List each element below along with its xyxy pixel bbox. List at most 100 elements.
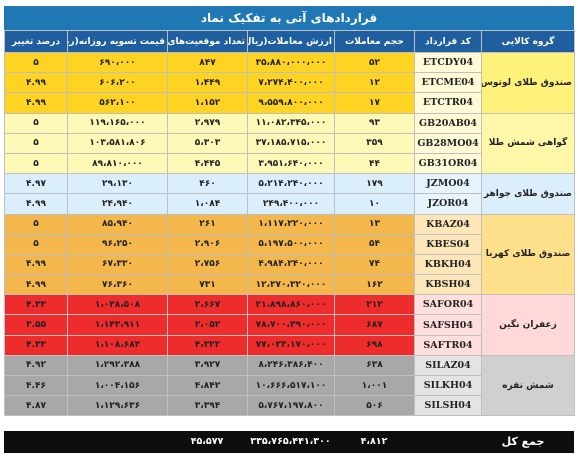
change-percent-cell: ۴.۹۹ xyxy=(4,92,68,114)
volume-cell: ۷۴ xyxy=(334,253,415,276)
contract-code-cell: ETCDY04 xyxy=(414,51,482,74)
change-percent-cell: ۴.۹۹ xyxy=(4,274,68,296)
value-cell: ۳۵،۸۸۰،۰۰۰،۰۰۰ xyxy=(247,51,335,74)
table-row: صندوق طلای لوتوس ETCDY04 ۵۲ ۳۵،۸۸۰،۰۰۰،۰۰۰ ۸… xyxy=(4,51,575,114)
volume-cell: ۱،۰۰۱ xyxy=(334,374,415,397)
open-positions-cell: ۲،۷۵۶ xyxy=(167,253,248,276)
header-open-positions: تعداد موقعیت‌های باز xyxy=(167,30,248,53)
change-percent-cell: ۵ xyxy=(4,112,68,134)
volume-cell: ۹۳ xyxy=(334,112,415,134)
change-percent-cell: ۵ xyxy=(4,233,68,255)
change-percent-cell: ۴.۹۹ xyxy=(4,193,68,215)
settlement-price-cell: ۶۷،۳۳۰ xyxy=(67,253,168,276)
settlement-price-cell: ۱۱۹،۱۶۵،۰۰۰ xyxy=(67,112,168,134)
value-cell: ۱۲،۳۷۰،۳۲۰،۰۰۰ xyxy=(247,274,335,296)
open-positions-cell: ۲،۰۵۲ xyxy=(167,314,248,336)
open-positions-cell: ۲،۹۰۶ xyxy=(167,233,248,255)
header-change-percent: درصد تغییر xyxy=(4,30,68,53)
group-name-cell: گواهی شمش طلا xyxy=(481,112,575,175)
settlement-price-cell: ۸۹،۸۱۰،۰۰۰ xyxy=(67,152,168,175)
open-positions-cell: ۴،۴۴۵ xyxy=(167,152,248,175)
value-cell: ۵،۲۱۴،۲۴۰،۰۰۰ xyxy=(247,173,335,195)
change-percent-cell: ۳.۵۵ xyxy=(4,314,68,336)
table-row: KBSH04 ۱۶۲ ۱۲،۳۷۰،۳۲۰،۰۰۰ ۷۳۱ ۷۶،۳۶۰ ۴.۹۹ xyxy=(4,274,575,296)
open-positions-cell: ۳،۳۹۴ xyxy=(167,395,248,417)
contract-code-cell: SILAZ04 xyxy=(414,354,482,377)
change-percent-cell: ۴.۹۷ xyxy=(4,173,68,195)
change-percent-cell: ۴.۹۹ xyxy=(4,72,68,94)
value-cell: ۱۰،۶۶۶،۵۱۷،۱۰۰ xyxy=(247,374,335,397)
group-name-cell: صندوق طلای کهربا xyxy=(481,213,575,296)
value-cell: ۳۷،۱۸۵،۷۱۵،۰۰۰ xyxy=(247,132,335,154)
open-positions-cell: ۴،۸۴۲ xyxy=(167,374,248,397)
value-cell: ۸،۲۴۶،۳۸۶،۴۰۰ xyxy=(247,354,335,377)
contracts-table: گروه کالایی کد قرارداد حجم معاملات ارزش … xyxy=(4,30,575,417)
contract-code-cell: SAFTR04 xyxy=(414,334,482,356)
value-cell: ۷۸،۷۰۰،۳۹۰،۰۰۰ xyxy=(247,314,335,336)
change-percent-cell: ۴.۳۳ xyxy=(4,294,68,316)
contract-code-cell: ETCTR04 xyxy=(414,92,482,114)
value-cell: ۲۴۹،۴۰۰،۰۰۰ xyxy=(247,193,335,215)
table-row: JZOR04 ۱۰ ۲۴۹،۴۰۰،۰۰۰ ۱،۰۸۴ ۲۴،۹۴۰ ۴.۹۹ xyxy=(4,193,575,215)
contract-code-cell: KBAZ04 xyxy=(414,213,482,235)
table-row: GB28MO04 ۳۵۹ ۳۷،۱۸۵،۷۱۵،۰۰۰ ۵،۳۰۳ ۱۰۳،۵۸۱،۸۰… xyxy=(4,132,575,154)
volume-cell: ۱۶۲ xyxy=(334,274,415,296)
contract-code-cell: GB20AB04 xyxy=(414,112,482,134)
open-positions-cell: ۲۶۱ xyxy=(167,213,248,235)
volume-cell: ۶۳۸ xyxy=(334,354,415,377)
settlement-price-cell: ۱،۱۰۸،۶۸۳ xyxy=(67,334,168,356)
total-volume: ۴،۸۱۲ xyxy=(360,436,388,447)
open-positions-cell: ۱،۰۸۴ xyxy=(167,193,248,215)
value-cell: ۷۷،۰۲۳،۱۷۰،۰۰۰ xyxy=(247,334,335,356)
contracts-sheet: قراردادهای آتی به تفکیک نماد گروه کالایی… xyxy=(4,6,575,453)
volume-cell: ۱۳ xyxy=(334,213,415,235)
settlement-price-cell: ۶۰۶،۲۰۰ xyxy=(67,72,168,94)
value-cell: ۵،۷۶۷،۱۹۷،۸۰۰ xyxy=(247,395,335,417)
settlement-price-cell: ۷۶،۳۶۰ xyxy=(67,274,168,296)
volume-cell: ۱۷ xyxy=(334,92,415,114)
group-name-cell: صندوق طلای جواهر xyxy=(481,173,575,215)
contract-code-cell: KBKH04 xyxy=(414,253,482,276)
contract-code-cell: SILKH04 xyxy=(414,374,482,397)
header-volume: حجم معاملات xyxy=(334,30,415,53)
header-value: ارزش معاملات(ریال) xyxy=(247,30,335,53)
group-name-cell: شمش نقره xyxy=(481,354,575,417)
header-group: گروه کالایی xyxy=(481,30,575,53)
change-percent-cell: ۵ xyxy=(4,51,68,74)
contract-code-cell: ETCME04 xyxy=(414,72,482,94)
settlement-price-cell: ۱،۱۲۹،۶۳۶ xyxy=(67,395,168,417)
volume-cell: ۵۴ xyxy=(334,233,415,255)
change-percent-cell: ۵ xyxy=(4,132,68,154)
value-cell: ۱،۱۱۷،۲۲۰،۰۰۰ xyxy=(247,213,335,235)
value-cell: ۷،۲۷۴،۴۰۰،۰۰۰ xyxy=(247,72,335,94)
open-positions-cell: ۷۳۱ xyxy=(167,274,248,296)
total-row: جمع کل ۴،۸۱۲ ۳۳۵،۷۶۵،۴۴۱،۳۰۰ ۴۵،۵۷۷ xyxy=(4,431,574,453)
settlement-price-cell: ۲۴،۹۴۰ xyxy=(67,193,168,215)
table-row: صندوق طلای کهربا KBAZ04 ۱۳ ۱،۱۱۷،۲۲۰،۰۰۰ ۲۶۱… xyxy=(4,213,575,296)
volume-cell: ۵۰۶ xyxy=(334,395,415,417)
value-cell: ۹،۵۵۹،۸۰۰،۰۰۰ xyxy=(247,92,335,114)
contract-code-cell: SAFOR04 xyxy=(414,294,482,316)
contract-code-cell: GB31OR04 xyxy=(414,152,482,175)
table-row: ETCTR04 ۱۷ ۹،۵۵۹،۸۰۰،۰۰۰ ۱،۱۵۲ ۵۶۲،۱۰۰ ۴.۹۹ xyxy=(4,92,575,114)
table-row: SILSH04 ۵۰۶ ۵،۷۶۷،۱۹۷،۸۰۰ ۳،۳۹۴ ۱،۱۲۹،۶۳۶ ۴.۸… xyxy=(4,395,575,417)
contract-code-cell: SILSH04 xyxy=(414,395,482,417)
table-row: زعفران نگین SAFOR04 ۲۱۲ ۲۱،۸۹۸،۸۶۰،۰۰۰ ۲،۶۶۷… xyxy=(4,294,575,356)
contract-code-cell: SAFSH04 xyxy=(414,314,482,336)
contract-code-cell: KBES04 xyxy=(414,233,482,255)
table-body: صندوق طلای لوتوس ETCDY04 ۵۲ ۳۵،۸۸۰،۰۰۰،۰۰۰ ۸… xyxy=(4,51,575,417)
volume-cell: ۵۲ xyxy=(334,51,415,74)
change-percent-cell: ۴.۹۹ xyxy=(4,253,68,276)
settlement-price-cell: ۶۹۰،۰۰۰ xyxy=(67,51,168,74)
table-row: GB31OR04 ۴۴ ۳،۹۵۱،۶۴۰،۰۰۰ ۴،۴۴۵ ۸۹،۸۱۰،۰۰۰ ۵ xyxy=(4,152,575,175)
open-positions-cell: ۱،۴۴۹ xyxy=(167,72,248,94)
settlement-price-cell: ۸۵،۹۴۰ xyxy=(67,213,168,235)
group-name-cell: صندوق طلای لوتوس xyxy=(481,52,575,114)
table-row: SAFSH04 ۶۸۷ ۷۸،۷۰۰،۳۹۰،۰۰۰ ۲،۰۵۲ ۱،۱۴۳،۹۱۱ ۳.… xyxy=(4,314,575,336)
open-positions-cell: ۲،۹۷۹ xyxy=(167,112,248,134)
change-percent-cell: ۵ xyxy=(4,213,68,235)
settlement-price-cell: ۹۶،۲۵۰ xyxy=(67,233,168,255)
change-percent-cell: ۵ xyxy=(4,152,68,175)
change-percent-cell: ۴.۳۳ xyxy=(4,334,68,356)
volume-cell: ۶۸۷ xyxy=(334,314,415,336)
